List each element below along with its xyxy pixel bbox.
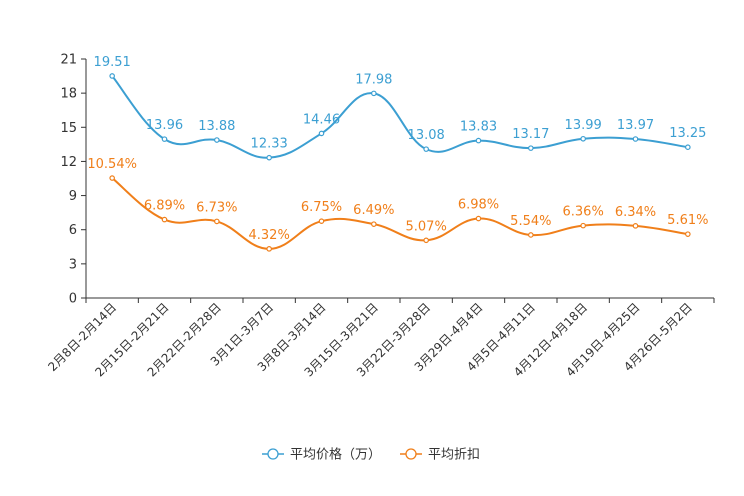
data-label: 17.98 (355, 72, 392, 87)
data-point[interactable] (161, 216, 168, 223)
data-label: 12.33 (251, 137, 288, 152)
legend-item-avg-price[interactable]: 平均价格（万） (262, 447, 381, 463)
y-tick-label: 0 (69, 292, 77, 307)
data-label: 13.25 (669, 126, 706, 141)
data-point[interactable] (266, 246, 272, 252)
data-point[interactable] (685, 231, 691, 237)
data-label: 19.51 (94, 55, 131, 70)
data-label: 6.89% (144, 199, 185, 214)
legend-item-avg-discount[interactable]: 平均折扣 (400, 448, 480, 463)
y-tick-label: 3 (69, 257, 77, 272)
data-label: 10.54% (87, 157, 137, 172)
data-point[interactable] (214, 137, 220, 143)
data-point[interactable] (161, 136, 168, 142)
data-label: 13.08 (408, 128, 445, 143)
data-label: 6.36% (563, 205, 604, 220)
data-point[interactable] (214, 218, 220, 225)
data-label: 6.73% (196, 200, 237, 215)
series-avg-discount: 10.54% 6.89% 6.73% 4.32% 6.75% 6.49% 5.07% 6.98… (87, 157, 708, 252)
data-point[interactable] (109, 73, 115, 79)
data-point[interactable] (371, 90, 377, 97)
data-label: 13.17 (512, 127, 549, 142)
data-point[interactable] (632, 223, 639, 229)
series-avg-price: 19.51 13.96 13.88 12.33 14.46 17.98 13.08 13.83… (94, 55, 706, 161)
data-label: 5.54% (510, 214, 551, 229)
data-point[interactable] (632, 136, 639, 142)
data-point[interactable] (371, 221, 377, 227)
y-tick-label: 21 (60, 53, 77, 68)
data-point[interactable] (475, 137, 482, 144)
series-layer: 19.51 13.96 13.88 12.33 14.46 17.98 13.08 13.83… (87, 55, 708, 252)
legend-label: 平均折扣 (428, 448, 480, 463)
legend-marker-icon (405, 448, 417, 460)
data-point[interactable] (423, 146, 429, 152)
x-axis: 2月8日-2月14日2月15日-2月21日2月22日-2月28日3月1日-3月7… (45, 297, 715, 380)
data-point[interactable] (318, 218, 325, 224)
y-axis: 0 3 6 9 12 15 18 21 (60, 53, 87, 307)
y-tick-label: 9 (69, 189, 77, 204)
legend-label: 平均价格（万） (290, 447, 381, 463)
data-label: 5.61% (667, 213, 708, 228)
data-point[interactable] (266, 154, 272, 161)
data-point[interactable] (528, 145, 534, 151)
data-point[interactable] (109, 175, 115, 181)
data-label: 13.83 (460, 120, 497, 135)
data-point[interactable] (528, 232, 534, 238)
data-point[interactable] (318, 130, 325, 137)
y-tick-label: 6 (69, 223, 77, 238)
y-tick-label: 18 (60, 87, 77, 102)
data-label: 6.49% (353, 203, 394, 218)
data-label: 13.88 (198, 119, 235, 134)
y-tick-label: 15 (60, 121, 77, 136)
legend-marker-icon (267, 448, 279, 460)
data-label: 4.32% (249, 228, 290, 243)
data-label: 5.07% (406, 219, 447, 234)
data-point[interactable] (475, 215, 482, 222)
data-label: 6.34% (615, 205, 656, 220)
data-point[interactable] (685, 144, 691, 151)
data-label: 6.75% (301, 200, 342, 215)
data-label: 14.46 (303, 112, 340, 127)
data-point[interactable] (423, 237, 429, 244)
data-point[interactable] (580, 135, 586, 142)
legend[interactable]: 平均价格（万） 平均折扣 (262, 447, 480, 463)
data-label: 13.99 (565, 118, 602, 133)
data-label: 6.98% (458, 198, 499, 213)
data-point[interactable] (580, 222, 586, 229)
data-label: 13.97 (617, 118, 654, 133)
data-label: 13.96 (146, 118, 183, 133)
y-tick-label: 12 (60, 155, 77, 170)
